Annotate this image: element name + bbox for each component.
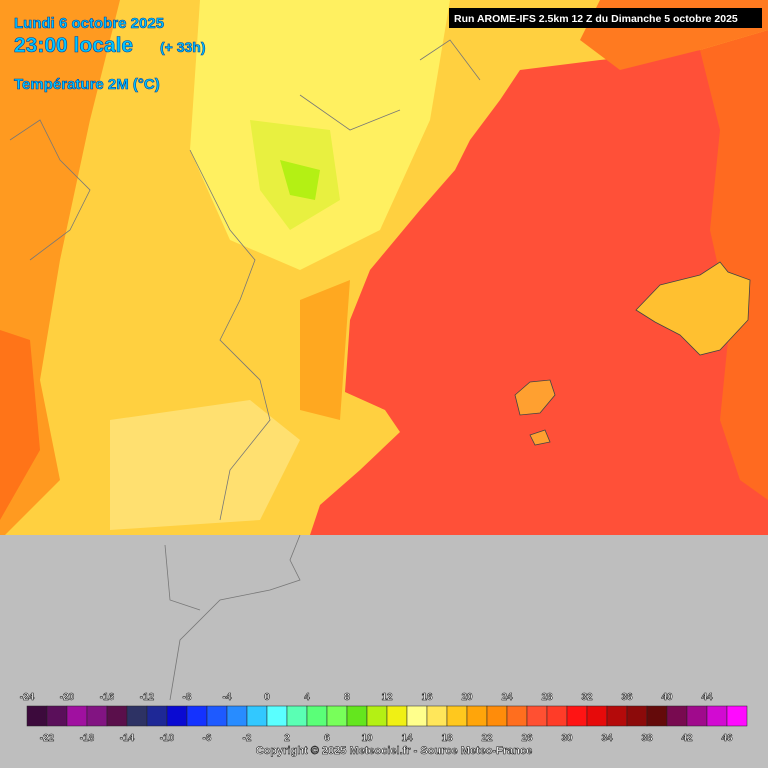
legend-label: -10	[160, 733, 175, 744]
legend-swatch	[526, 705, 548, 727]
sea	[310, 40, 768, 535]
warm-coast	[300, 280, 350, 420]
legend-label: 32	[581, 692, 593, 703]
legend-swatch	[246, 705, 268, 727]
border	[9, 39, 481, 701]
run-banner	[449, 8, 762, 28]
island	[529, 429, 551, 446]
legend-label: 18	[441, 733, 453, 744]
legend-swatch	[586, 705, 608, 727]
legend-swatch	[446, 705, 468, 727]
legend-swatch	[66, 705, 88, 727]
island	[514, 379, 556, 416]
copyright: Copyright © 2025 Meteociel.fr - Source M…	[256, 745, 532, 757]
variable: Température 2M (°C)	[14, 76, 160, 93]
legend-label: 30	[561, 733, 573, 744]
legend-label: 22	[481, 733, 493, 744]
legend-label: 24	[501, 692, 513, 703]
legend-label: 46	[721, 733, 733, 744]
legend-label: 38	[641, 733, 653, 744]
legend-label: -20	[60, 692, 75, 703]
legend-swatch	[646, 705, 668, 727]
legend-label: 8	[344, 692, 350, 703]
legend-label: -16	[100, 692, 115, 703]
legend-label: 14	[401, 733, 413, 744]
legend-swatch	[186, 705, 208, 727]
legend-swatch	[726, 705, 748, 727]
legend-swatch	[606, 705, 628, 727]
legend-label: 12	[381, 692, 393, 703]
legend-swatch	[266, 705, 288, 727]
legend-swatch	[706, 705, 728, 727]
legend-label: -8	[183, 692, 192, 703]
legend-label: -6	[203, 733, 212, 744]
legend-label: -22	[40, 733, 55, 744]
legend-label: 44	[701, 692, 713, 703]
legend-label: 20	[461, 692, 473, 703]
legend-swatch	[406, 705, 428, 727]
legend-label: -14	[120, 733, 135, 744]
cool-land	[280, 160, 320, 200]
date: Lundi 6 octobre 2025	[14, 15, 164, 32]
legend-swatch	[466, 705, 488, 727]
legend-label: 42	[681, 733, 693, 744]
legend-label: 6	[324, 733, 330, 744]
legend-label: 10	[361, 733, 373, 744]
legend-label: 34	[601, 733, 613, 744]
legend-label: 4	[304, 692, 310, 703]
legend-label: -24	[20, 692, 35, 703]
legend-swatch	[26, 705, 48, 727]
legend-label: -12	[140, 692, 155, 703]
legend-label: 36	[621, 692, 633, 703]
no-data-area	[0, 535, 768, 768]
legend-swatch	[506, 705, 528, 727]
legend-swatch	[226, 705, 248, 727]
island	[635, 261, 751, 356]
legend-swatch	[386, 705, 408, 727]
legend-swatch	[566, 705, 588, 727]
legend-swatch	[166, 705, 188, 727]
lead-time: (+ 33h)	[160, 39, 206, 55]
legend-label: 28	[541, 692, 553, 703]
legend-swatch	[86, 705, 108, 727]
legend-swatch	[46, 705, 68, 727]
sea-warm	[700, 30, 768, 500]
legend-swatch	[126, 705, 148, 727]
legend-label: 40	[661, 692, 673, 703]
legend-label: 26	[521, 733, 533, 744]
legend-swatch	[286, 705, 308, 727]
legend-label: 16	[421, 692, 433, 703]
legend-swatch	[106, 705, 128, 727]
legend: -24-22-20-18-16-14-12-10-8-6-4-202468101…	[20, 692, 748, 744]
legend-swatch	[546, 705, 568, 727]
legend-swatch	[306, 705, 328, 727]
legend-swatch	[146, 705, 168, 727]
legend-swatch	[206, 705, 228, 727]
legend-label: 0	[264, 692, 270, 703]
legend-swatch	[686, 705, 708, 727]
legend-swatch	[486, 705, 508, 727]
legend-swatch	[366, 705, 388, 727]
legend-swatch	[426, 705, 448, 727]
legend-label: -2	[243, 733, 252, 744]
time: 23:00 locale	[14, 34, 133, 57]
legend-swatch	[626, 705, 648, 727]
legend-swatch	[346, 705, 368, 727]
legend-swatch	[326, 705, 348, 727]
legend-label: -4	[223, 692, 232, 703]
mild-land	[110, 400, 300, 530]
legend-swatch	[666, 705, 688, 727]
legend-label: 2	[284, 733, 290, 744]
legend-label: -18	[80, 733, 95, 744]
warm-land	[0, 330, 40, 520]
run-info: Run AROME-IFS 2.5km 12 Z du Dimanche 5 o…	[454, 13, 738, 25]
